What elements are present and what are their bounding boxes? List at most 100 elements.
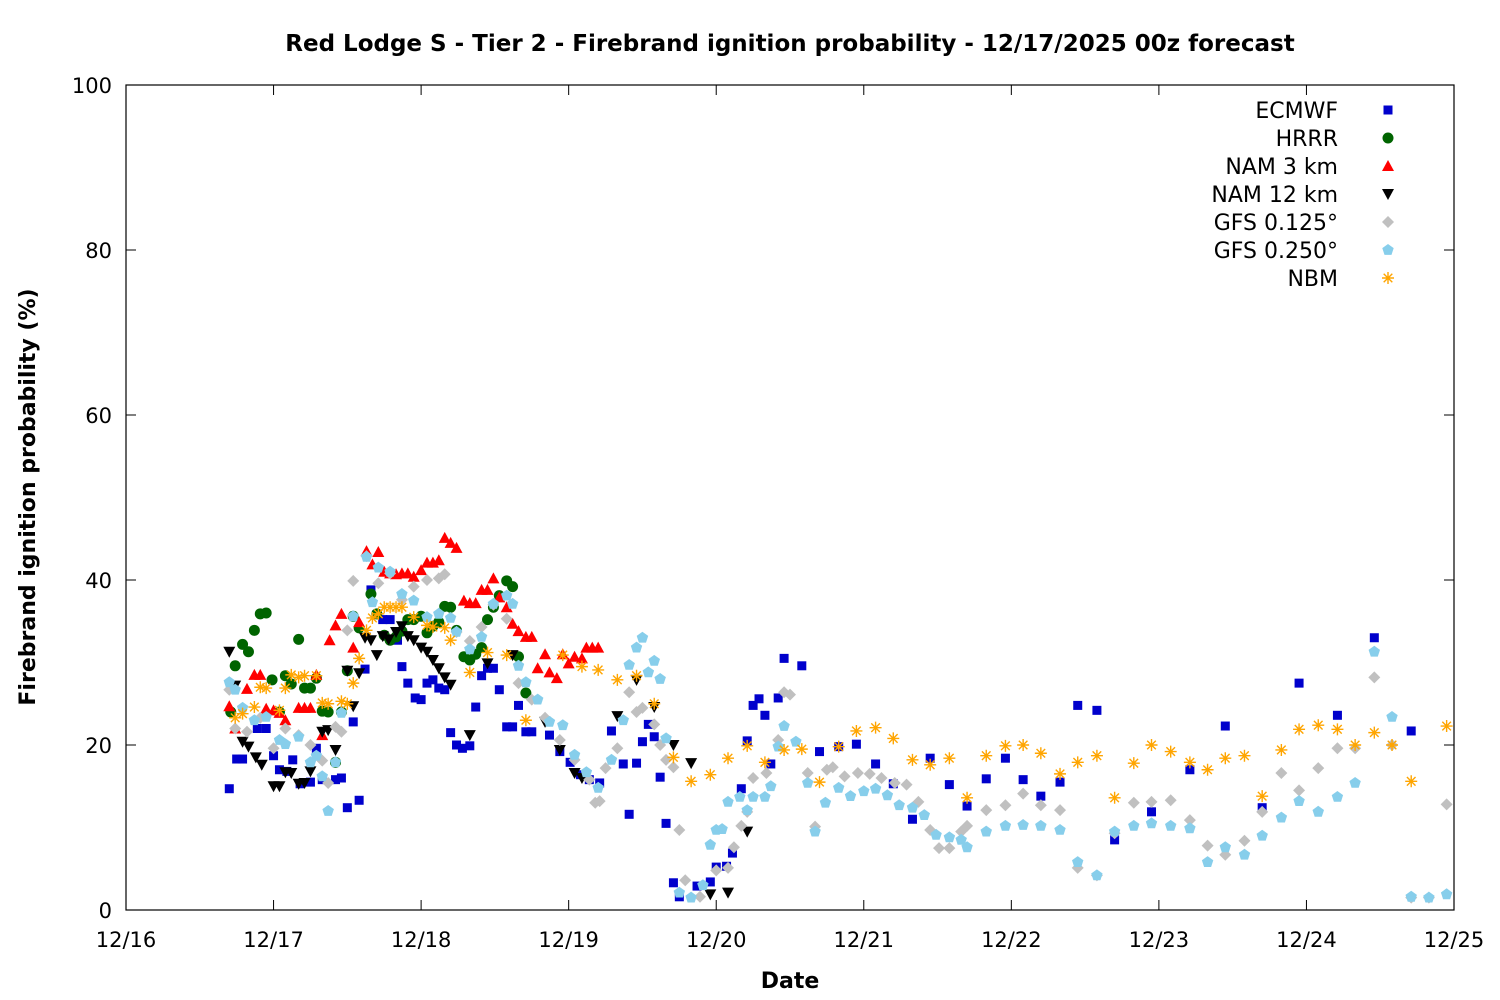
- point-gfs-0-125: [961, 819, 974, 832]
- point-nbm: [481, 646, 494, 659]
- legend: ECMWF HRRR NAM 3 km NAM 12 km GFS 0.125° GFS …: [1211, 99, 1394, 292]
- point-nbm: [1090, 749, 1103, 762]
- point-ecmwf: [1000, 753, 1010, 763]
- point-nam-3-km: [240, 682, 253, 694]
- point-gfs-0-125: [722, 861, 735, 874]
- point-nam-3-km: [506, 617, 519, 629]
- point-ecmwf: [336, 773, 346, 783]
- point-ecmwf: [1110, 835, 1120, 845]
- point-ecmwf: [815, 747, 825, 757]
- legend-marker-nam-12-km: [1382, 189, 1394, 200]
- point-gfs-0-250: [654, 673, 666, 684]
- point-ecmwf: [1147, 807, 1157, 817]
- point-nbm: [500, 649, 513, 662]
- point-nbm: [630, 669, 643, 682]
- point-gfs-0-125: [784, 688, 796, 701]
- point-nbm: [372, 607, 385, 620]
- point-gfs-0-125: [1312, 762, 1325, 775]
- point-nam-3-km: [550, 672, 563, 684]
- point-nbm: [795, 743, 808, 756]
- point-hrrr: [322, 706, 334, 718]
- point-nam-3-km: [543, 666, 556, 678]
- point-gfs-0-250: [1312, 805, 1324, 817]
- point-nbm: [869, 721, 882, 734]
- point-gfs-0-250: [1017, 819, 1029, 830]
- point-gfs-0-250: [881, 789, 894, 801]
- point-ecmwf: [288, 755, 298, 765]
- point-gfs-0-250: [1054, 824, 1066, 835]
- point-gfs-0-250: [1386, 711, 1398, 722]
- point-ecmwf: [1369, 633, 1379, 643]
- point-nam-12-km: [364, 635, 377, 647]
- point-gfs-0-250: [772, 740, 784, 752]
- y-tick-label: 0: [99, 899, 112, 923]
- point-nam-3-km: [438, 531, 451, 543]
- point-nbm: [310, 669, 323, 682]
- point-ecmwf: [360, 664, 370, 674]
- point-nbm: [463, 666, 476, 679]
- legend-marker-nbm: [1382, 272, 1394, 284]
- point-nbm: [980, 749, 993, 762]
- point-gfs-0-250: [918, 809, 930, 820]
- point-nam-12-km: [285, 768, 298, 780]
- point-gfs-0-125: [475, 621, 488, 634]
- point-gfs-0-125: [279, 722, 292, 735]
- point-ecmwf: [618, 759, 628, 769]
- point-nam-12-km: [401, 631, 414, 643]
- x-tick-label: 12/21: [834, 928, 895, 952]
- point-gfs-0-250: [501, 589, 513, 601]
- point-nbm: [1368, 726, 1381, 739]
- point-gfs-0-250: [1091, 869, 1103, 881]
- point-gfs-0-250: [512, 659, 525, 671]
- point-nam-12-km: [255, 759, 268, 771]
- point-hrrr: [266, 674, 278, 686]
- point-gfs-0-250: [980, 825, 992, 837]
- point-gfs-0-125: [335, 725, 348, 738]
- point-gfs-0-250: [1072, 856, 1084, 867]
- point-nbm: [556, 649, 569, 662]
- point-ecmwf: [705, 877, 715, 887]
- point-nam-3-km: [493, 591, 506, 603]
- point-nbm: [1108, 791, 1121, 804]
- point-nbm: [273, 704, 286, 717]
- point-ecmwf: [748, 700, 758, 710]
- point-nbm: [1219, 752, 1232, 765]
- point-gfs-0-125: [1183, 814, 1196, 827]
- point-nbm: [1071, 756, 1084, 769]
- chart-title: Red Lodge S - Tier 2 - Firebrand ignitio…: [285, 31, 1294, 57]
- point-gfs-0-125: [747, 772, 760, 784]
- point-ecmwf: [385, 615, 395, 625]
- point-gfs-0-125: [347, 574, 360, 587]
- point-ecmwf: [727, 848, 737, 858]
- y-tick-label: 40: [85, 569, 112, 593]
- point-ecmwf: [962, 801, 972, 811]
- point-gfs-0-125: [1201, 839, 1214, 852]
- point-nbm: [285, 668, 298, 681]
- series-nbm: [229, 601, 1453, 804]
- point-ecmwf: [342, 803, 352, 813]
- point-nam-3-km: [415, 564, 428, 576]
- point-nam-3-km: [304, 701, 317, 713]
- point-ecmwf: [274, 765, 284, 775]
- point-nbm: [1183, 756, 1196, 769]
- point-nam-12-km: [242, 741, 255, 753]
- point-gfs-0-250: [930, 828, 942, 840]
- series-gfs-0-125: [223, 550, 1453, 904]
- x-tick-label: 12/23: [1129, 928, 1190, 952]
- point-ecmwf: [224, 784, 234, 794]
- point-nbm: [353, 652, 366, 665]
- point-nam-3-km: [329, 619, 342, 631]
- point-gfs-0-125: [980, 804, 993, 817]
- point-nam-12-km: [376, 631, 389, 643]
- point-gfs-0-125: [801, 767, 814, 780]
- point-hrrr: [520, 687, 532, 699]
- point-ecmwf: [232, 754, 242, 764]
- point-hrrr: [482, 614, 494, 626]
- point-gfs-0-125: [838, 770, 851, 783]
- point-gfs-0-125: [240, 725, 253, 738]
- point-nbm: [1238, 749, 1251, 762]
- point-ecmwf: [416, 695, 426, 705]
- point-ecmwf: [1018, 775, 1028, 785]
- point-nbm: [1331, 723, 1344, 736]
- legend-item-nbm: NBM: [1287, 267, 1394, 292]
